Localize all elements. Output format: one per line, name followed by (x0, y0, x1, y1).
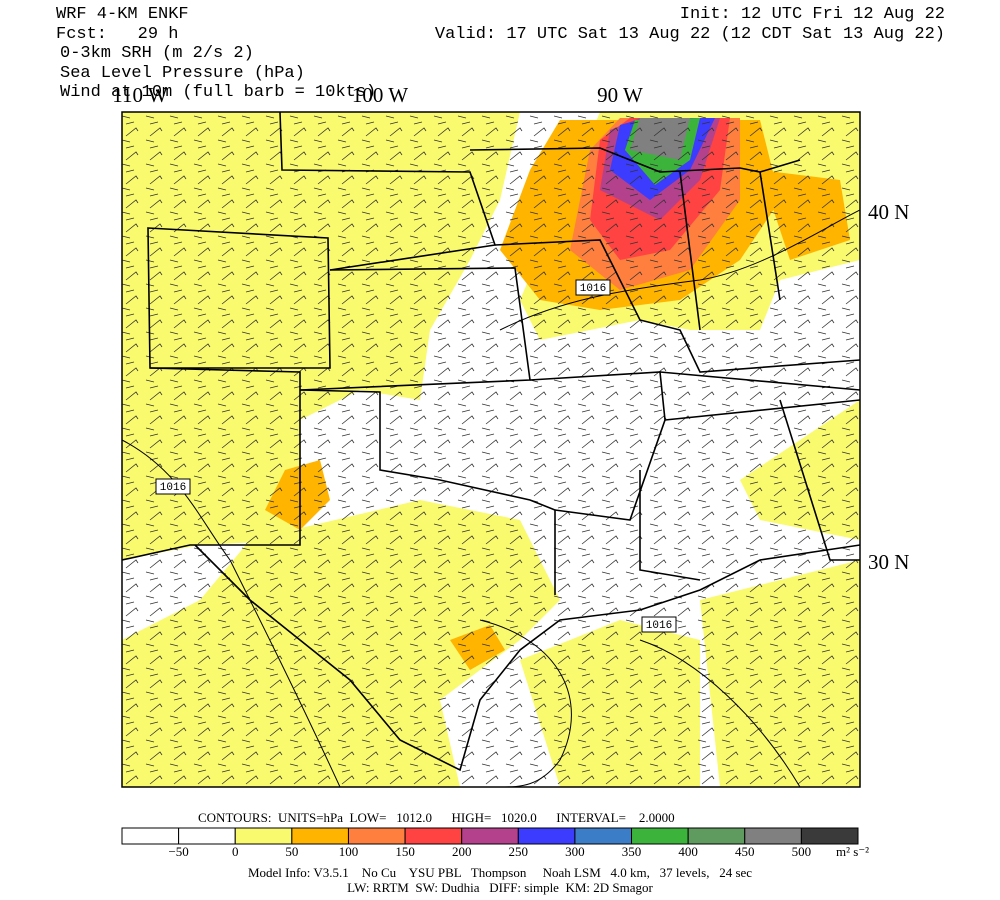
colorbar-label: 50 (285, 844, 298, 859)
contour-field: Sea Level Pressure (hPa) (60, 64, 305, 83)
forecast-hour: Fcst: 29 h (56, 25, 178, 44)
label-box (641, 616, 677, 633)
wind-field: Wind at 10m (full barb = 10kts) (60, 83, 376, 102)
colorbar-box (461, 827, 519, 845)
colorbar: −50 0 50 100 150 200 250 300 350 400 450 500 (121, 827, 859, 859)
colorbar-label: 250 (509, 844, 529, 859)
isobar-labels: 1016 1016 1016 (155, 279, 677, 633)
isobar-label: 1016 (160, 482, 186, 494)
latitude-label: 30 N (868, 550, 909, 574)
colorbar-box (291, 827, 349, 845)
physics-info: LW: RRTM SW: Dudhia DIFF: simple KM: 2D … (347, 880, 653, 895)
colorbar-label: 400 (678, 844, 698, 859)
colorbar-label: 100 (339, 844, 359, 859)
colorbar-label: 200 (452, 844, 472, 859)
init-time: Init: 12 UTC Fri 12 Aug 22 (680, 5, 945, 24)
colorbar-box (178, 827, 236, 845)
colorbar-box (631, 827, 689, 845)
colorbar-label: 150 (395, 844, 415, 859)
colorbar-box (574, 827, 633, 845)
contour-info: CONTOURS: UNITS=hPa LOW= 1012.0 HIGH= 10… (198, 810, 675, 825)
isobars (122, 209, 860, 787)
label-box (575, 279, 611, 296)
isobar-label: 1016 (580, 283, 606, 295)
state-borders (122, 112, 860, 772)
colorbar-box (687, 827, 746, 845)
longitude-label: 90 W (597, 83, 643, 107)
colorbar-label: 300 (565, 844, 585, 859)
colorbar-label: 500 (792, 844, 812, 859)
colorbar-label: 450 (735, 844, 755, 859)
colorbar-box (234, 827, 293, 845)
colorbar-box (800, 827, 859, 845)
colorbar-label: 0 (232, 844, 239, 859)
colorbar-box (404, 827, 463, 845)
label-box (155, 478, 191, 495)
field-name: 0-3km SRH (m 2/s 2) (60, 44, 254, 63)
colorbar-box (517, 827, 576, 845)
map (122, 112, 860, 787)
colorbar-box (347, 827, 406, 845)
wind-barbs (122, 112, 860, 787)
latitude-label: 40 N (868, 200, 909, 224)
map-frame (121, 111, 861, 788)
colorbar-label: 350 (622, 844, 642, 859)
colorbar-box (121, 827, 180, 845)
longitude-label: 110 W (112, 83, 168, 107)
colorbar-label: −50 (168, 844, 188, 859)
isobar-label: 1016 (646, 620, 672, 632)
model-info: Model Info: V3.5.1 No Cu YSU PBL Thompso… (248, 865, 752, 880)
longitude-label: 100 W (352, 83, 408, 107)
model-name: WRF 4-KM ENKF (56, 5, 189, 24)
valid-time: Valid: 17 UTC Sat 13 Aug 22 (12 CDT Sat … (435, 25, 945, 44)
colorbar-box (744, 827, 802, 845)
colorbar-units: m² s⁻² (836, 844, 869, 859)
